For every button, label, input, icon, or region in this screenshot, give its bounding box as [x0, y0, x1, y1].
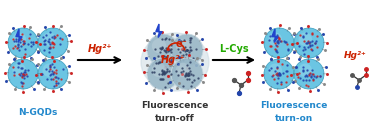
- Circle shape: [152, 39, 166, 53]
- Circle shape: [268, 63, 282, 77]
- Polygon shape: [156, 24, 162, 37]
- Circle shape: [8, 28, 38, 58]
- Circle shape: [299, 32, 312, 46]
- Text: Fluorescence
turn-on: Fluorescence turn-on: [260, 101, 328, 123]
- Circle shape: [264, 28, 294, 58]
- Text: Hg²⁺: Hg²⁺: [344, 50, 366, 60]
- Circle shape: [176, 39, 190, 53]
- Circle shape: [12, 32, 26, 46]
- Circle shape: [12, 63, 26, 77]
- Circle shape: [171, 34, 203, 66]
- Circle shape: [176, 63, 190, 77]
- Circle shape: [8, 59, 38, 89]
- Circle shape: [38, 28, 68, 58]
- Circle shape: [294, 59, 324, 89]
- Circle shape: [268, 32, 282, 46]
- Text: Fluorescence
turn-off: Fluorescence turn-off: [141, 101, 209, 123]
- Circle shape: [264, 59, 294, 89]
- Text: N-GQDs: N-GQDs: [18, 108, 58, 116]
- Text: e⁻: e⁻: [175, 39, 187, 49]
- Polygon shape: [272, 29, 278, 43]
- Circle shape: [147, 58, 179, 90]
- Text: Hg²⁺: Hg²⁺: [88, 44, 112, 54]
- Text: Hg²⁺: Hg²⁺: [161, 55, 185, 65]
- Circle shape: [152, 63, 166, 77]
- Ellipse shape: [141, 33, 209, 91]
- Circle shape: [42, 32, 56, 46]
- Circle shape: [171, 58, 203, 90]
- Circle shape: [42, 63, 56, 77]
- Circle shape: [299, 63, 312, 77]
- Circle shape: [147, 34, 179, 66]
- Circle shape: [294, 28, 324, 58]
- Circle shape: [38, 59, 68, 89]
- Text: L-Cys: L-Cys: [219, 44, 249, 54]
- Polygon shape: [16, 29, 22, 43]
